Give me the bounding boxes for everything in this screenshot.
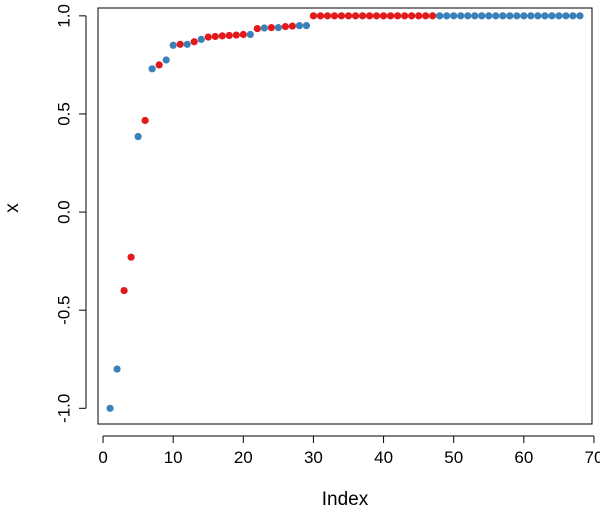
data-point — [471, 12, 479, 20]
data-point — [323, 12, 332, 20]
data-point — [141, 116, 149, 125]
data-point — [450, 12, 458, 20]
x-tick-label: 40 — [374, 448, 393, 467]
data-point — [429, 12, 437, 20]
data-point — [569, 12, 577, 20]
data-point — [379, 12, 388, 20]
data-point — [464, 12, 472, 20]
data-points — [106, 12, 584, 412]
data-point — [485, 12, 493, 20]
data-point — [520, 12, 528, 20]
data-point — [506, 12, 514, 20]
x-axis: 0 10 20 30 40 50 60 70 — [98, 435, 600, 467]
data-point — [274, 24, 282, 32]
data-point — [120, 286, 128, 295]
data-point — [211, 32, 219, 41]
data-point — [401, 12, 409, 20]
y-tick-label: 1.0 — [55, 4, 74, 28]
data-point — [316, 12, 325, 20]
data-point — [499, 12, 507, 20]
data-point — [358, 12, 367, 20]
data-point — [295, 22, 304, 30]
y-tick-label: -0.5 — [55, 296, 74, 325]
y-tick-label: 0.0 — [55, 200, 74, 224]
data-point — [365, 12, 374, 20]
data-point — [372, 12, 381, 20]
data-point — [218, 32, 226, 40]
data-point — [457, 12, 465, 20]
data-point — [443, 12, 451, 20]
data-point — [534, 12, 542, 20]
x-tick-label: 60 — [514, 448, 533, 467]
x-tick-label: 70 — [585, 448, 600, 467]
y-tick-label: 0.5 — [55, 102, 74, 126]
data-point — [281, 23, 289, 31]
data-point — [576, 12, 584, 20]
data-point — [492, 12, 500, 20]
y-tick-label: -1.0 — [55, 394, 74, 423]
data-point — [541, 12, 549, 20]
data-point — [239, 30, 247, 39]
plot-frame — [97, 7, 593, 425]
data-point — [562, 12, 570, 20]
data-point — [204, 33, 212, 41]
data-point — [162, 56, 170, 64]
data-point — [436, 12, 444, 20]
data-point — [555, 12, 563, 20]
data-point — [548, 12, 556, 20]
data-point — [225, 31, 233, 40]
data-point — [176, 40, 184, 48]
data-point — [337, 12, 346, 20]
x-tick-label: 50 — [444, 448, 463, 467]
data-point — [253, 25, 261, 33]
data-point — [415, 12, 423, 20]
x-tick-label: 0 — [98, 448, 107, 467]
data-point — [260, 24, 268, 32]
data-point — [527, 12, 535, 20]
data-point — [302, 22, 311, 30]
data-point — [232, 31, 240, 39]
data-point — [127, 253, 135, 261]
data-point — [134, 132, 142, 141]
data-point — [155, 61, 163, 69]
data-point — [246, 30, 254, 39]
data-point — [197, 35, 205, 43]
x-tick-label: 10 — [164, 448, 183, 467]
data-point — [351, 12, 360, 20]
data-point — [288, 22, 297, 30]
data-point — [190, 38, 198, 46]
y-axis: -1.0 -0.5 0.0 0.5 1.0 — [55, 4, 87, 423]
data-point — [267, 24, 275, 32]
data-point — [183, 40, 191, 48]
x-axis-title: Index — [322, 489, 369, 510]
data-point — [344, 12, 353, 20]
data-point — [330, 12, 339, 20]
data-point — [408, 12, 416, 20]
y-axis-title: x — [2, 203, 23, 213]
data-point — [393, 12, 402, 20]
data-point — [309, 12, 318, 20]
data-point — [386, 12, 395, 20]
data-point — [148, 65, 156, 73]
x-tick-label: 20 — [234, 448, 253, 467]
data-point — [169, 41, 177, 49]
x-tick-label: 30 — [304, 448, 323, 467]
data-point — [478, 12, 486, 20]
data-point — [106, 404, 114, 412]
data-point — [513, 12, 521, 20]
data-point — [422, 12, 430, 20]
data-point — [113, 365, 121, 373]
